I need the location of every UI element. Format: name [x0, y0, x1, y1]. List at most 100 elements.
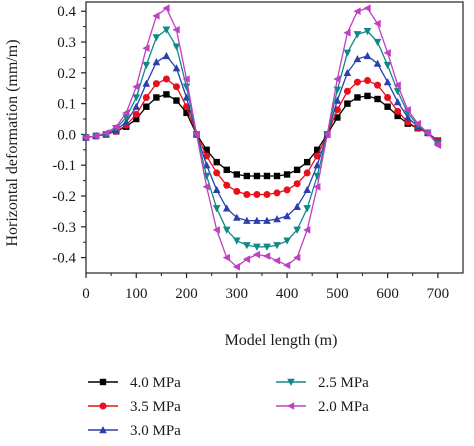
data-point	[142, 79, 151, 87]
data-point	[343, 28, 351, 37]
data-point	[152, 34, 161, 42]
data-point	[363, 51, 372, 60]
data-point	[334, 114, 341, 121]
data-point	[354, 94, 361, 101]
x-tick-label: 0	[82, 286, 90, 302]
data-point	[213, 169, 221, 177]
data-point	[242, 255, 251, 263]
data-point	[283, 186, 291, 194]
data-point	[223, 181, 231, 189]
data-point	[92, 132, 100, 140]
legend-label: 3.0 MPa	[130, 423, 181, 439]
data-point	[283, 212, 291, 220]
data-point	[303, 226, 311, 234]
x-tick-label: 700	[427, 286, 450, 302]
legend-item: 2.0 MPa	[276, 399, 369, 415]
data-point	[283, 171, 291, 178]
y-tick-label: 0.0	[57, 127, 76, 143]
data-point	[243, 172, 251, 180]
series-1	[82, 75, 442, 198]
data-point	[182, 75, 190, 83]
data-point	[343, 68, 352, 77]
data-point	[183, 109, 190, 117]
data-point	[132, 82, 140, 91]
data-point	[293, 180, 301, 188]
x-tick-label: 100	[125, 286, 148, 302]
legend-label: 2.5 MPa	[318, 375, 369, 391]
data-point	[222, 226, 231, 234]
data-point	[394, 112, 401, 120]
data-point	[172, 64, 181, 72]
series-line	[85, 7, 439, 268]
legend-marker	[99, 378, 107, 386]
data-point	[373, 38, 382, 47]
y-tick-label: -0.1	[52, 158, 76, 174]
y-tick-label: 0.2	[57, 66, 76, 82]
data-point	[163, 91, 170, 98]
data-point	[203, 152, 211, 160]
data-point	[222, 204, 231, 212]
data-point	[433, 141, 442, 149]
x-tick-label: 500	[326, 286, 349, 302]
plot-area-border	[85, 1, 464, 274]
data-point	[333, 96, 342, 104]
data-point	[132, 102, 141, 110]
data-point	[263, 243, 271, 251]
data-point	[182, 83, 191, 91]
data-point	[152, 12, 160, 20]
data-point	[172, 83, 180, 91]
data-point	[162, 4, 170, 12]
y-axis-title: Horizontal deformation (mm/m)	[4, 39, 21, 246]
data-point	[253, 190, 261, 198]
plot-frame	[85, 1, 464, 274]
legend-item: 3.0 MPa	[88, 423, 181, 439]
y-tick-label: 0.3	[57, 35, 76, 51]
data-point	[363, 77, 371, 85]
data-point	[373, 59, 382, 67]
data-point	[202, 182, 210, 191]
data-point	[132, 94, 141, 102]
data-point	[293, 166, 301, 174]
data-point	[153, 94, 160, 101]
data-point	[203, 146, 210, 154]
data-point	[233, 187, 241, 195]
data-point	[172, 25, 180, 34]
series-3	[82, 26, 442, 251]
legend-marker	[287, 402, 295, 410]
series-line	[85, 55, 439, 222]
data-point	[172, 43, 181, 51]
data-point	[364, 92, 371, 100]
data-point	[252, 250, 261, 259]
data-point	[112, 122, 120, 131]
x-tick-label: 600	[376, 286, 399, 302]
data-point	[313, 182, 321, 191]
data-point	[253, 243, 261, 251]
data-point	[393, 81, 401, 89]
data-point	[303, 205, 311, 213]
x-tick-label: 300	[226, 286, 249, 302]
data-point	[293, 253, 301, 262]
data-point	[273, 215, 281, 223]
data-point	[393, 98, 402, 106]
data-point	[413, 119, 421, 128]
data-point	[233, 237, 241, 245]
y-tick-label: -0.4	[52, 251, 76, 267]
data-point	[273, 242, 281, 250]
data-point	[403, 113, 412, 121]
series-4	[82, 4, 442, 271]
data-point	[343, 87, 351, 95]
data-point	[353, 31, 362, 39]
x-axis-ticks: 0 100 200 300 400 500 600 700	[82, 273, 449, 302]
legend: 4.0 MPa 3.5 MPa 3.0 MPa 2.5 MPa 2.0 MPa	[88, 375, 369, 439]
legend-item: 2.5 MPa	[276, 375, 369, 391]
data-point	[133, 115, 140, 123]
data-point	[263, 190, 271, 198]
data-point	[223, 166, 230, 174]
legend-marker	[99, 426, 107, 434]
data-point	[353, 7, 361, 16]
data-point	[212, 205, 221, 213]
data-point	[363, 4, 371, 12]
data-point	[122, 118, 131, 126]
data-point	[343, 49, 352, 57]
